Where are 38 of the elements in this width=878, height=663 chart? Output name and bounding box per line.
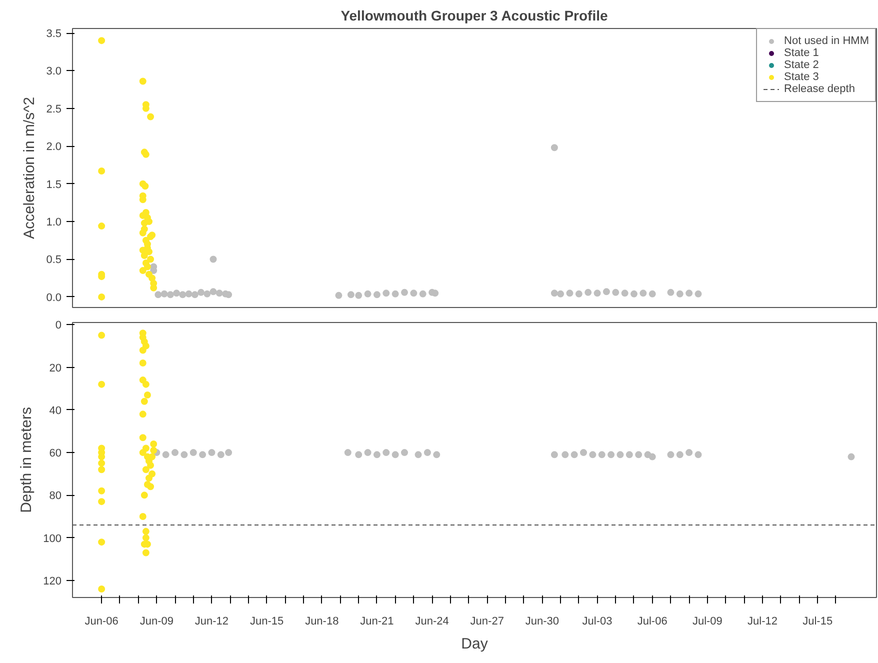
x-axis-title: Day bbox=[461, 636, 488, 652]
legend-label: Release depth bbox=[784, 83, 855, 95]
y-tick-label: 0.0 bbox=[46, 292, 62, 304]
y-tick-label: 120 bbox=[43, 575, 62, 588]
y-tick-label: 2.5 bbox=[46, 103, 62, 116]
y-tick-label: 3.0 bbox=[46, 66, 62, 78]
y-tick-label: 80 bbox=[49, 490, 62, 502]
y-tick-label: 3.5 bbox=[46, 28, 62, 40]
y-axis-title: Acceleration in m/s^2 bbox=[21, 96, 38, 240]
y-tick-label: 60 bbox=[49, 448, 62, 460]
x-tick-label: Jun-21 bbox=[360, 616, 394, 628]
x-tick-label: Jun-18 bbox=[305, 616, 339, 628]
x-tick-label: Jul-03 bbox=[582, 616, 612, 628]
legend-label: State 1 bbox=[784, 47, 819, 59]
x-tick-label: Jul-06 bbox=[637, 616, 668, 628]
chart-title: Yellowmouth Grouper 3 Acoustic Profile bbox=[340, 8, 608, 24]
y-tick-label: 1.5 bbox=[46, 178, 62, 191]
y-tick-label: 2.0 bbox=[46, 141, 62, 154]
x-tick-label: Jul-12 bbox=[748, 616, 778, 628]
x-tick-label: Jul-15 bbox=[802, 616, 833, 628]
y-tick-label: 100 bbox=[43, 532, 62, 545]
y-tick-label: 0 bbox=[55, 320, 62, 332]
x-tick-label: Jun-09 bbox=[140, 616, 174, 628]
y-tick-label: 40 bbox=[49, 404, 62, 417]
y-tick-label: 20 bbox=[49, 362, 62, 374]
x-tick-label: Jun-15 bbox=[250, 616, 284, 628]
x-tick-label: Jun-27 bbox=[470, 616, 504, 628]
x-tick-label: Jun-24 bbox=[415, 616, 449, 628]
legend-label: State 3 bbox=[784, 71, 819, 83]
x-tick-label: Jun-30 bbox=[525, 616, 560, 628]
legend-label: Not used in HMM bbox=[784, 35, 869, 47]
legend-label: State 2 bbox=[784, 59, 819, 71]
y-tick-label: 0.5 bbox=[46, 254, 62, 266]
x-tick-label: Jun-12 bbox=[194, 616, 229, 628]
x-tick-label: Jul-09 bbox=[692, 616, 722, 628]
y-axis-title: Depth in meters bbox=[18, 407, 36, 513]
x-tick-label: Jun-06 bbox=[84, 616, 118, 628]
y-tick-label: 1.0 bbox=[46, 216, 62, 229]
